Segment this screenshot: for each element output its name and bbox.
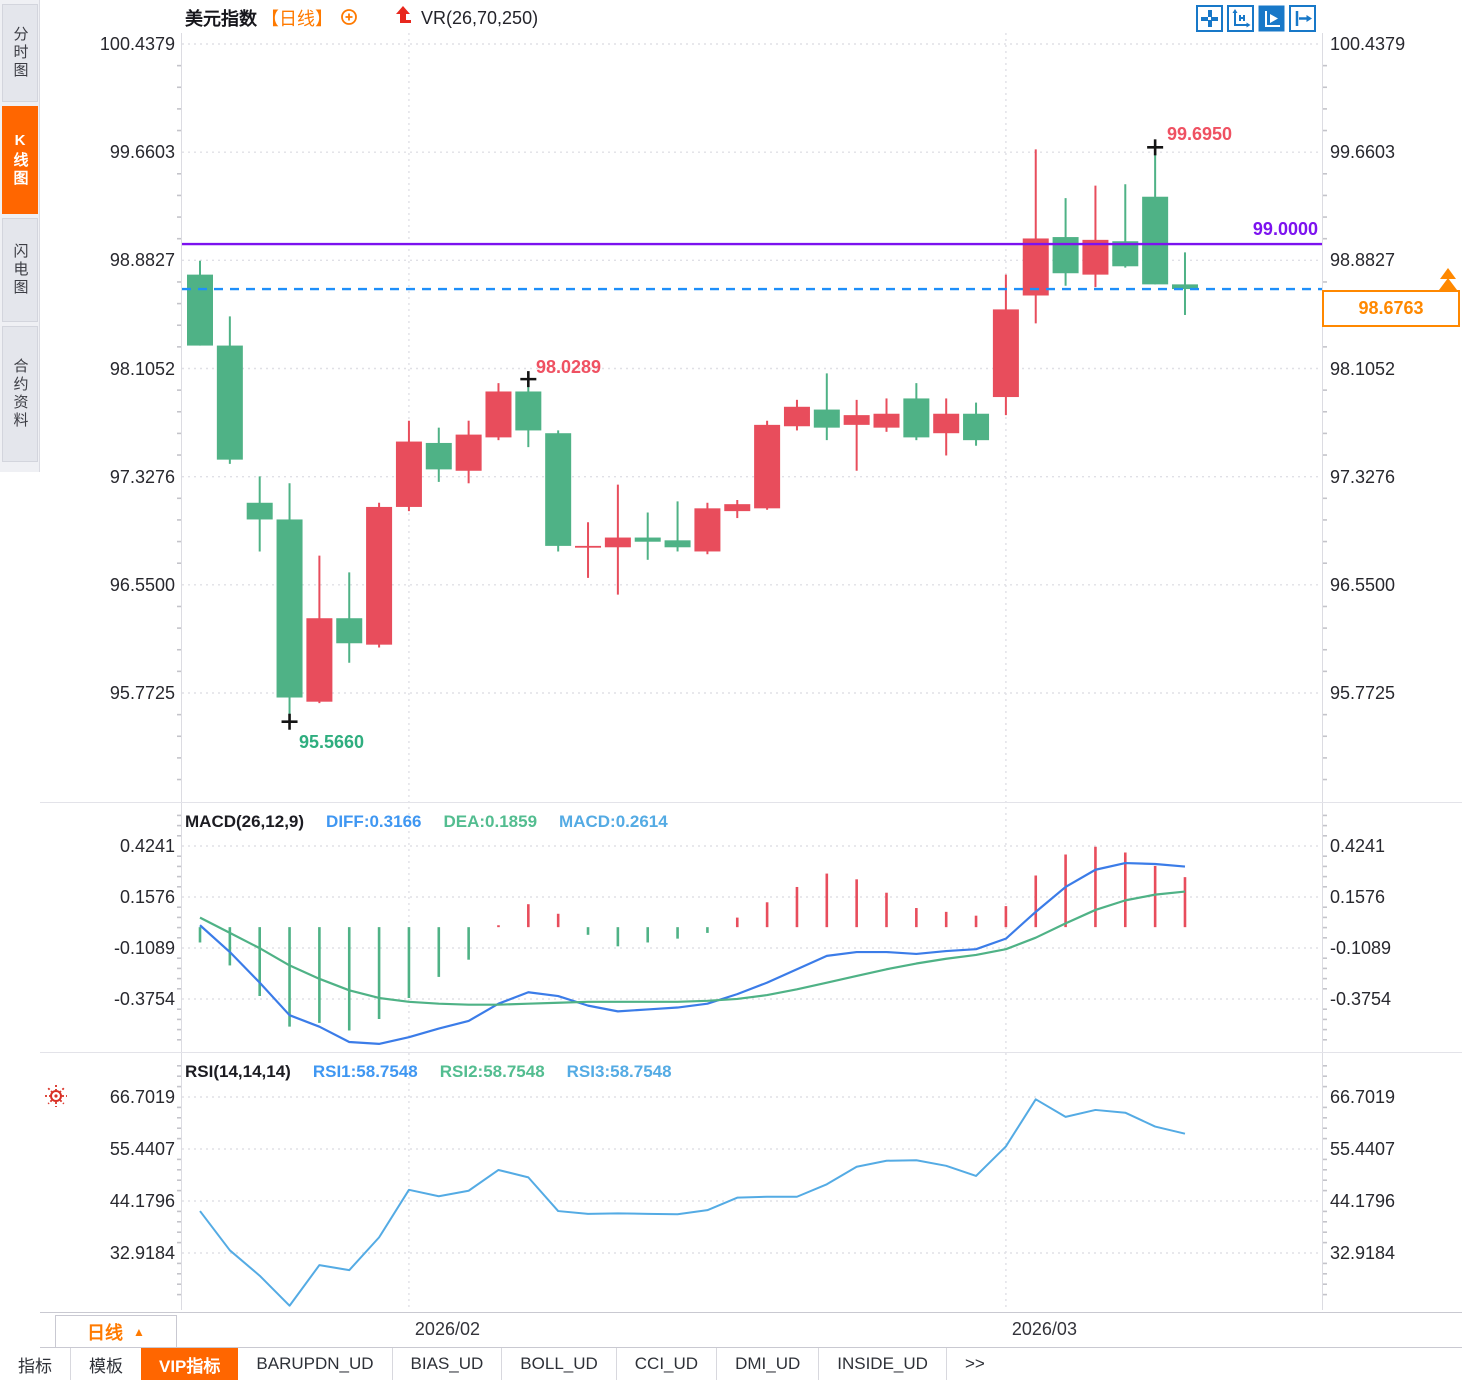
- macd-diff-value: DIFF:0.3166: [326, 812, 422, 831]
- indicator-tab-barupdn_ud[interactable]: BARUPDN_UD: [256, 1354, 374, 1373]
- indicator-tab-boll_ud[interactable]: BOLL_UD: [501, 1348, 615, 1380]
- indicator-tab-[interactable]: 模板: [70, 1348, 141, 1380]
- high-price-label: 99.6950: [1167, 124, 1233, 144]
- price-axis-label-left: 95.7725: [109, 683, 175, 703]
- pane-shift-right-icon[interactable]: [1289, 5, 1316, 32]
- rsi-title-row: RSI(14,14,14) RSI1:58.7548 RSI2:58.7548 …: [185, 1062, 672, 1082]
- price-axis-label-right: 99.6603: [1330, 142, 1396, 163]
- price-axis-label-left: 98.1052: [109, 358, 175, 379]
- macd-title-row: MACD(26,12,9) DIFF:0.3166 DEA:0.1859 MAC…: [185, 812, 668, 832]
- sun-icon[interactable]: [44, 1084, 68, 1113]
- x-axis-date-label: 2026/02: [414, 1319, 480, 1339]
- macd-axis-label-right: -0.1089: [1330, 938, 1392, 958]
- price-axis-label-right: 97.3276: [1330, 466, 1396, 487]
- price-axis-label-right: 98.8827: [1330, 250, 1396, 271]
- period-selector-button[interactable]: 日线 ▲: [55, 1315, 177, 1348]
- swing-high-price-label: 98.0289: [536, 357, 602, 377]
- last-price-tag: 98.6763: [1322, 290, 1460, 327]
- indicator-tab-bar: 指标 模板 VIP指标 BARUPDN_UD BIAS_UD BOLL_UD CCI_UD D…: [0, 1348, 1462, 1380]
- rsi-axis-label-left: 55.4407: [109, 1139, 175, 1159]
- vr-indicator-label: VR(26,70,250): [421, 7, 539, 28]
- macd-title: MACD(26,12,9): [185, 812, 305, 831]
- sidebar-tab-3[interactable]: 闪电图: [2, 218, 38, 322]
- macd-axis-label-right: 0.1576: [1330, 887, 1386, 907]
- period-selector-label: 日线: [87, 1322, 124, 1343]
- price-axis-label-left: 99.6603: [109, 142, 175, 163]
- macd-axis-label-right: 0.4241: [1330, 836, 1386, 856]
- low-price-label: 95.5660: [299, 732, 365, 752]
- hline-price-label: 99.0000: [1252, 219, 1318, 239]
- rsi-axis-label-left: 32.9184: [109, 1243, 175, 1263]
- axis-play-icon-active[interactable]: [1258, 5, 1285, 32]
- circle-plus-icon[interactable]: [339, 6, 359, 31]
- price-axis-label-left: 98.8827: [109, 250, 175, 271]
- rsi-axis-label-left: 66.7019: [109, 1087, 175, 1107]
- price-axis-label-right: 100.4379: [1330, 34, 1406, 54]
- sidebar: 分时图 K线图闪电图合约资料: [0, 0, 40, 1380]
- chart-header: 美元指数 【日线】 VR(26,70,250): [185, 5, 538, 31]
- axis-scale-icon[interactable]: [1227, 5, 1254, 32]
- indicator-tab-vip[interactable]: VIP指标: [141, 1348, 239, 1380]
- macd-axis-label-left: -0.3754: [113, 989, 175, 1009]
- macd-axis-label-right: -0.3754: [1330, 989, 1392, 1009]
- price-axis-label-left: 97.3276: [109, 466, 175, 487]
- macd-axis-label-left: 0.4241: [119, 836, 175, 856]
- symbol-name: 美元指数: [185, 9, 257, 29]
- chart-toolbar: [1196, 5, 1316, 32]
- rsi-axis-label-left: 44.1796: [109, 1190, 175, 1211]
- indicator-tab->>[interactable]: >>: [945, 1348, 1003, 1380]
- red-up-arrow-icon[interactable]: [393, 4, 413, 33]
- price-axis-label-right: 98.1052: [1330, 358, 1396, 379]
- rsi-axis-label-right: 32.9184: [1330, 1243, 1396, 1263]
- indicator-tab-dmi_ud[interactable]: DMI_UD: [716, 1348, 818, 1380]
- sidebar-tab-2[interactable]: K线图: [2, 106, 38, 214]
- indicator-tab-[interactable]: 指标: [18, 1356, 52, 1376]
- sidebar-tab-1[interactable]: 分时图: [2, 4, 38, 102]
- rsi-title: RSI(14,14,14): [185, 1062, 291, 1081]
- triangle-up-icon: ▲: [133, 1324, 145, 1339]
- rsi1-value: RSI1:58.7548: [312, 1062, 418, 1081]
- macd-axis-label-left: -0.1089: [113, 938, 175, 958]
- macd-axis-label-left: 0.1576: [119, 887, 175, 907]
- period-tag: 【日线】: [261, 9, 333, 29]
- price-axis-label-right: 95.7725: [1330, 683, 1396, 703]
- rsi-axis-label-right: 66.7019: [1330, 1087, 1396, 1107]
- pan-crosshair-icon[interactable]: [1196, 5, 1223, 32]
- sidebar-tab-4[interactable]: 合约资料: [2, 326, 38, 462]
- rsi2-value: RSI2:58.7548: [439, 1062, 545, 1081]
- price-axis-label-left: 96.5500: [109, 574, 175, 595]
- macd-dea-value: DEA:0.1859: [443, 812, 538, 831]
- price-axis-label-right: 96.5500: [1330, 574, 1396, 595]
- x-axis-date-label: 2026/03: [1011, 1319, 1077, 1339]
- indicator-tab-cci_ud[interactable]: CCI_UD: [615, 1348, 716, 1380]
- indicator-tab-bias_ud[interactable]: BIAS_UD: [391, 1348, 502, 1380]
- macd-macd-value: MACD:0.2614: [559, 812, 668, 831]
- last-price-value: 98.6763: [1358, 298, 1424, 318]
- rsi-axis-label-right: 44.1796: [1330, 1190, 1396, 1211]
- indicator-tab-inside_ud[interactable]: INSIDE_UD: [818, 1348, 946, 1380]
- price-axis-label-left: 100.4379: [99, 34, 175, 54]
- rsi-axis-label-right: 55.4407: [1330, 1139, 1396, 1159]
- rsi3-value: RSI3:58.7548: [566, 1062, 672, 1081]
